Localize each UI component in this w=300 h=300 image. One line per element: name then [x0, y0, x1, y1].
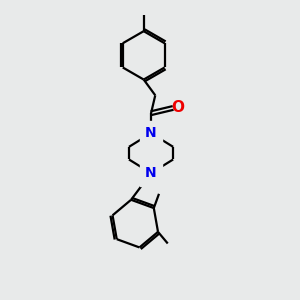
Text: N: N — [145, 126, 157, 140]
Text: N: N — [145, 166, 157, 180]
Text: O: O — [171, 100, 184, 116]
